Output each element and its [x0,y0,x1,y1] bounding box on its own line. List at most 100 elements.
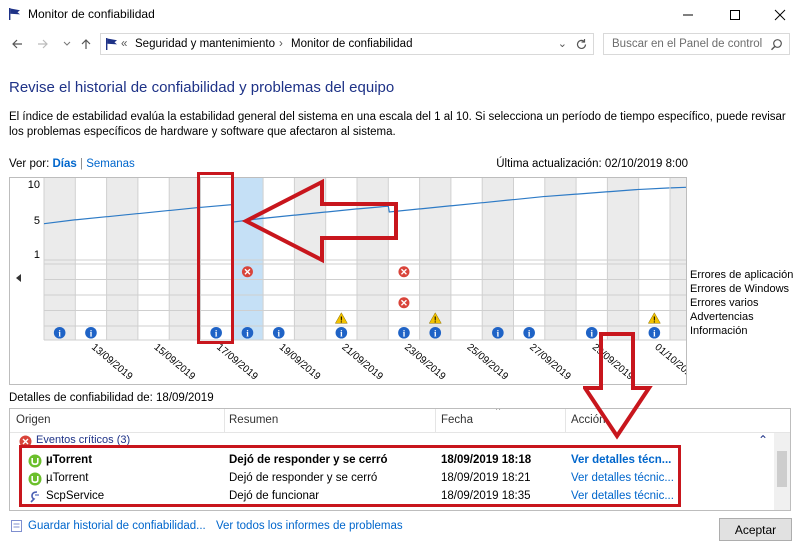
row-date: 18/09/2019 18:18 [441,454,532,466]
info-marker-glyph: i [528,328,531,338]
view-by-selector: Ver por: Días | Semanas [9,158,135,170]
warning-marker-glyph: ! [434,315,437,324]
search-icon [771,39,782,51]
view-days-link[interactable]: Días [52,158,77,170]
info-marker-glyph: i [215,328,218,338]
view-weeks-link[interactable]: Semanas [86,158,135,170]
legend-windows-errors: Errores de Windows [690,283,790,295]
row-action-link[interactable]: Ver detalles técnic... [571,472,674,484]
flag-icon [9,8,20,20]
row-action-link[interactable]: Ver detalles técn... [571,454,672,466]
legend-misc-errors: Errores varios [690,297,759,309]
scroll-left-icon [16,274,21,282]
breadcrumb-reliability[interactable]: Monitor de confiabilidad [291,38,413,50]
day-column [169,178,201,340]
row-origin: µTorrent [46,454,93,466]
day-column [106,178,138,340]
x-tick-label: 21/09/2019 [339,342,385,383]
x-tick-label: 25/09/2019 [465,342,511,383]
accept-button[interactable]: Aceptar [719,518,792,541]
back-button[interactable] [8,35,26,53]
info-marker [523,326,535,339]
day-column [137,178,170,340]
address-dropdown-icon[interactable]: ⌄ [557,38,567,50]
day-column [231,178,264,340]
day-column [513,178,545,340]
critical-events-label: Eventos críticos (3) [36,434,131,446]
critical-events-group[interactable]: Eventos críticos (3) ⌃ [10,433,790,450]
minimize-button[interactable] [665,0,710,29]
info-marker-glyph: i [90,328,93,338]
search-input[interactable]: Buscar en el Panel de control [603,33,790,55]
column-divider [565,409,566,433]
day-column [607,178,639,340]
page-title: Revise el historial de confiabilidad y p… [9,79,395,96]
day-column [44,178,76,340]
row-date: 18/09/2019 18:35 [441,490,531,502]
refresh-icon[interactable] [575,38,588,51]
breadcrumb-chevron-icon[interactable]: › [279,38,283,50]
x-tick-label: 13/09/2019 [89,342,135,383]
view-by-label: Ver por: [9,158,50,170]
info-marker-glyph: i [403,328,406,338]
breadcrumb-separator: « [121,38,128,50]
info-marker-glyph: i [590,328,593,338]
last-update: Última actualización: 02/10/2019 8:00 [496,158,688,170]
x-tick-label: 15/09/2019 [152,342,198,383]
view-separator: | [79,158,83,170]
error-marker-cross [400,268,407,275]
details-label: Detalles de confiabilidad de: 18/09/2019 [9,392,214,404]
info-marker [585,326,598,339]
info-marker-glyph: i [653,328,656,338]
info-marker [85,326,97,339]
maximize-button[interactable] [712,0,757,29]
error-marker-cross [400,299,407,306]
utorrent-icon [28,454,42,468]
table-header: Origen Resumen Fecha ^ Acción [10,409,790,433]
column-divider [435,409,436,433]
table-row[interactable]: µTorrent Dejó de responder y se cerró 18… [10,470,775,488]
address-bar[interactable]: « Seguridad y mantenimiento › Monitor de… [100,33,594,55]
row-origin: ScpService [46,490,105,502]
x-tick-label: 01/10/2019 [652,342,686,383]
save-history-link[interactable]: Guardar historial de confiabilidad... [28,520,206,532]
reliability-chart-svg: 10 5 1!! ! i i i i i i i i i i i i 13/09/2019 15/09/2019 1… [16,178,702,383]
up-button[interactable] [77,35,95,53]
forward-button[interactable] [34,35,52,53]
day-column [450,178,483,340]
day-column [576,178,608,340]
view-all-reports-link[interactable]: Ver todos los informes de problemas [216,520,403,532]
column-origin[interactable]: Origen [16,414,51,426]
info-marker-glyph: i [497,328,500,338]
info-marker [429,326,442,339]
info-marker [648,326,661,339]
arrow-left-icon [12,39,22,49]
maximize-icon [729,9,740,20]
chart-legend: Errores de aplicación Errores de Windows… [690,268,793,338]
y-tick-label: 5 [34,215,40,227]
table-row[interactable]: µTorrent Dejó de responder y se cerró 18… [10,452,775,470]
collapse-chevron-icon[interactable]: ⌃ [758,433,769,447]
day-column [544,178,577,340]
column-date[interactable]: Fecha [441,414,473,426]
row-origin: µTorrent [46,472,89,484]
close-button[interactable] [757,0,800,29]
info-marker [272,326,285,339]
table-row[interactable]: ScpService Dejó de funcionar 18/09/2019 … [10,488,775,506]
column-summary[interactable]: Resumen [229,414,279,426]
info-marker-glyph: i [246,328,249,338]
day-column [482,178,514,340]
details-table: Origen Resumen Fecha ^ Acción Eventos cr… [9,408,791,511]
scrollbar-thumb[interactable] [777,451,787,487]
breadcrumb-security[interactable]: Seguridad y mantenimiento [135,38,275,50]
row-action-link[interactable]: Ver detalles técnic... [571,490,674,502]
minimize-icon [682,14,693,15]
info-marker-glyph: i [434,328,437,338]
row-summary: Dejó de responder y se cerró [229,454,388,466]
recent-locations-button[interactable] [58,35,76,53]
column-action[interactable]: Acción [571,414,606,426]
table-scrollbar[interactable] [774,433,790,510]
y-tick-label: 1 [34,249,40,261]
day-column [75,178,107,340]
column-divider [224,409,225,433]
